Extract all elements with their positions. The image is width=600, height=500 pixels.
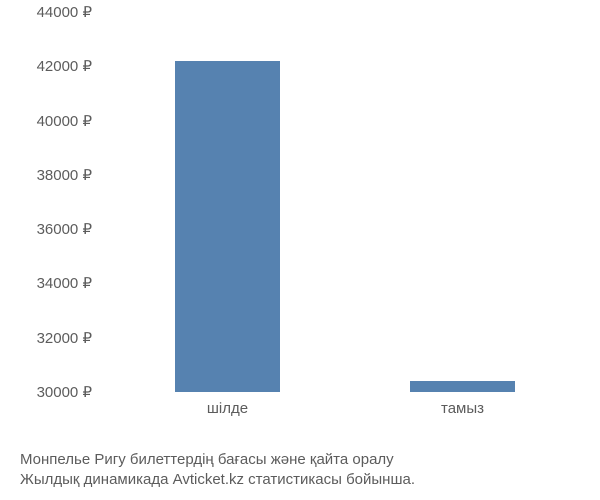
y-tick-label: 38000 ₽ (37, 166, 92, 184)
x-tick-label: тамыз (441, 400, 484, 417)
y-tick-label: 30000 ₽ (37, 383, 92, 401)
chart-caption: Монпелье Ригу билеттердің бағасы және қа… (20, 450, 590, 491)
bar (175, 61, 281, 392)
y-axis: 30000 ₽32000 ₽34000 ₽36000 ₽38000 ₽40000… (20, 12, 100, 392)
plot-area (110, 12, 580, 392)
y-tick-label: 40000 ₽ (37, 112, 92, 130)
x-axis: шілде тамыз (110, 400, 580, 428)
caption-line-2: Жылдық динамикада Avticket.kz статистика… (20, 470, 590, 490)
x-tick-label: шілде (207, 400, 248, 417)
chart-container: 30000 ₽ 32000 ₽ 34000 ₽ 36000 ₽ 38000 ₽ 40000… (20, 12, 580, 442)
y-tick-label: 32000 ₽ (37, 329, 92, 347)
y-tick-label: 34000 ₽ (37, 274, 92, 292)
y-tick-label: 44000 ₽ (37, 3, 92, 21)
y-tick-label: 42000 ₽ (37, 57, 92, 75)
bar (410, 381, 516, 392)
y-tick-label: 36000 ₽ (37, 220, 92, 238)
caption-line-1: Монпелье Ригу билеттердің бағасы және қа… (20, 450, 590, 470)
